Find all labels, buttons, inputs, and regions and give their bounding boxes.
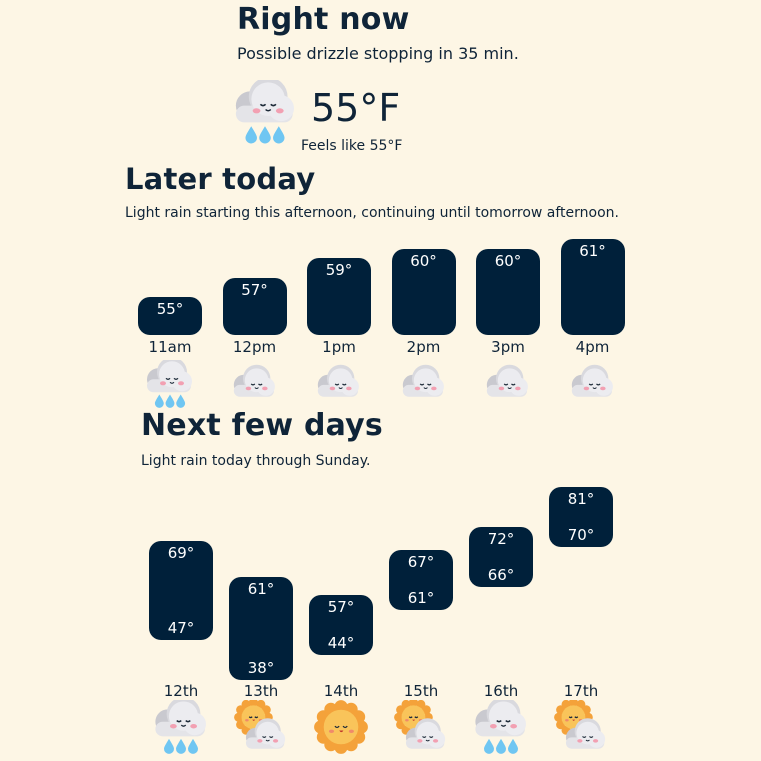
daily-high-label: 69°: [167, 543, 195, 562]
daily-date-label: 16th: [483, 682, 519, 700]
sun-icon: [314, 700, 368, 754]
later-today-title: Later today: [125, 162, 316, 196]
hourly-temp-label: 57°: [241, 280, 268, 299]
feels-like-temperature: Feels like 55°F: [301, 138, 403, 154]
daily-date-label: 13th: [243, 682, 279, 700]
later-today-summary: Light rain starting this afternoon, cont…: [125, 205, 619, 221]
hourly-time-label: 3pm: [491, 338, 525, 356]
cloud-rain-icon: [234, 77, 296, 144]
daily-low-label: 70°: [567, 526, 595, 544]
sun-cloud-icon: [554, 697, 608, 754]
daily-high-label: 57°: [327, 597, 355, 616]
hourly-temp-bar: 60°: [476, 248, 540, 335]
hourly-temp-bar: 61°: [560, 239, 625, 335]
sun-cloud-icon: [234, 697, 288, 754]
hourly-temp-label: 61°: [579, 242, 606, 260]
hourly-temp-label: 55°: [156, 300, 184, 318]
daily-date-label: 14th: [323, 682, 359, 700]
hourly-time-label: 12pm: [232, 338, 277, 356]
cloud-icon: [313, 360, 365, 402]
hourly-time-label: 4pm: [575, 338, 610, 356]
daily-high-label: 81°: [567, 490, 595, 508]
daily-high-label: 72°: [487, 530, 515, 549]
daily-temp-range-bar: 67° 61°: [389, 549, 453, 610]
daily-date-label: 17th: [563, 682, 599, 700]
daily-low-label: 61°: [407, 588, 435, 607]
daily-date-label: 15th: [403, 682, 439, 700]
daily-temp-range-bar: 81° 70°: [549, 487, 613, 547]
hourly-temp-bar: 55°: [138, 297, 202, 335]
cloud-icon: [229, 360, 281, 402]
daily-high-label: 67°: [407, 552, 435, 571]
daily-low-label: 66°: [487, 566, 515, 585]
cloud-icon: [398, 360, 450, 402]
hourly-temp-bar: 59°: [307, 258, 371, 335]
hourly-temp-label: 60°: [410, 251, 437, 270]
daily-low-label: 38°: [247, 658, 275, 677]
cloud-rain-icon: [144, 357, 196, 408]
sun-cloud-icon: [394, 697, 448, 754]
daily-temp-range-bar: 69° 47°: [149, 540, 213, 640]
next-days-summary: Light rain today through Sunday.: [141, 453, 371, 469]
daily-high-label: 61°: [247, 579, 275, 598]
hourly-temp-bar: 57°: [222, 277, 287, 335]
hourly-temp-label: 60°: [494, 251, 522, 270]
cloud-rain-icon: [474, 696, 528, 754]
right-now-summary: Possible drizzle stopping in 35 min.: [237, 44, 519, 63]
cloud-icon: [567, 360, 619, 402]
daily-low-label: 47°: [167, 618, 195, 637]
next-days-title: Next few days: [141, 408, 383, 443]
current-temperature: 55°F: [311, 86, 401, 130]
hourly-time-label: 1pm: [322, 338, 356, 356]
hourly-temp-label: 59°: [325, 261, 353, 280]
daily-temp-range-bar: 57° 44°: [309, 594, 373, 655]
daily-date-label: 12th: [163, 682, 199, 700]
right-now-title: Right now: [237, 2, 410, 37]
daily-temp-range-bar: 61° 38°: [229, 576, 293, 680]
hourly-time-label: 11am: [148, 338, 192, 356]
hourly-time-label: 2pm: [406, 338, 441, 356]
cloud-icon: [482, 360, 534, 402]
daily-low-label: 44°: [327, 633, 355, 652]
daily-temp-range-bar: 72° 66°: [469, 527, 533, 588]
hourly-temp-bar: 60°: [391, 248, 456, 335]
cloud-rain-icon: [154, 696, 208, 754]
